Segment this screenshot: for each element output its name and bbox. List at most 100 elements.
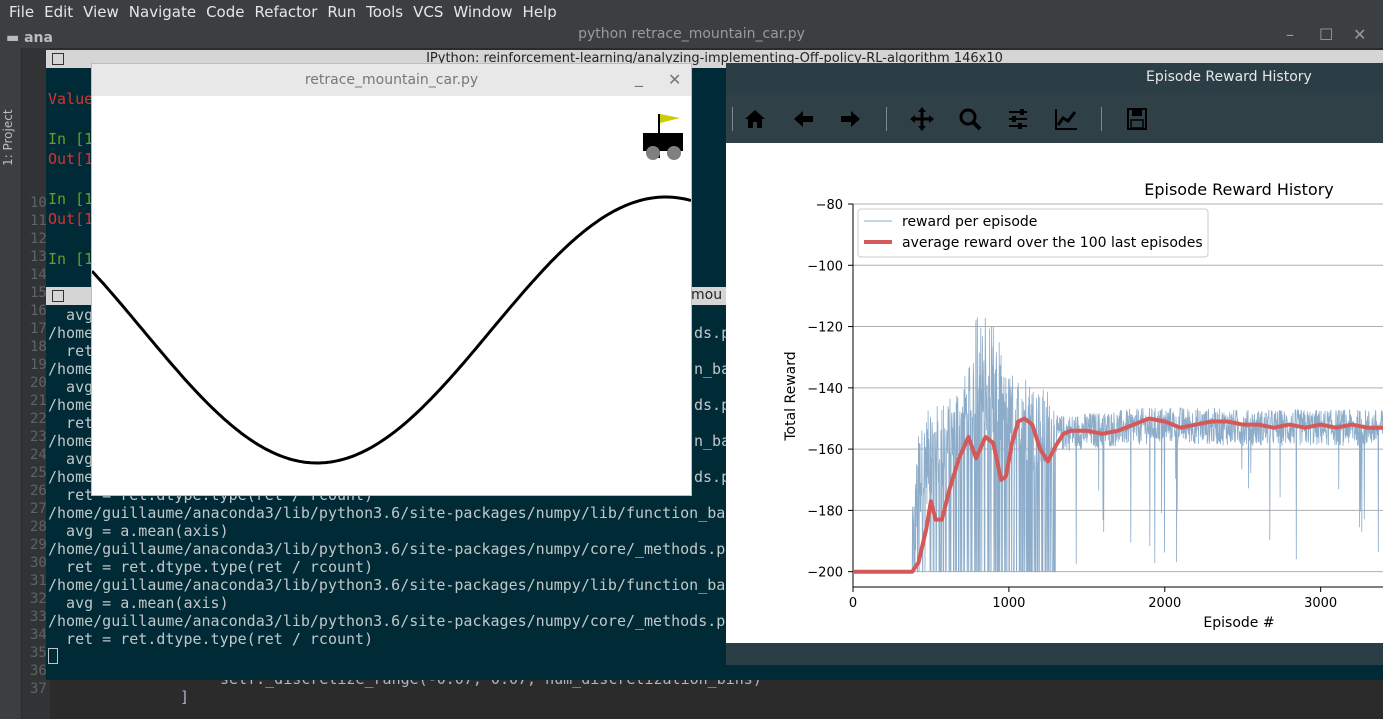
line-number: 10 bbox=[30, 195, 47, 211]
console-output-line: ret bbox=[48, 342, 94, 360]
console-output-line: avg bbox=[48, 306, 94, 324]
reward-chart: Episode Reward History −80 −100 −120 −140 −16… bbox=[783, 180, 1383, 631]
menu-refactor[interactable]: Refactor bbox=[254, 3, 318, 21]
line-number: 16 bbox=[30, 303, 47, 319]
console-title: IPython: reinforcement-learning/analyzin… bbox=[426, 51, 1003, 66]
menu-tools[interactable]: Tools bbox=[366, 3, 404, 21]
line-number: 14 bbox=[30, 267, 47, 283]
line-number: 31 bbox=[30, 573, 47, 589]
back-arrow-icon[interactable] bbox=[786, 103, 820, 135]
console-output-line: /home bbox=[48, 468, 94, 486]
mountain-car-title-bar[interactable]: retrace_mountain_car.py _ ✕ bbox=[92, 64, 691, 96]
chart-title: Episode Reward History bbox=[1144, 180, 1334, 199]
console-output-line: /home/guillaume/anaconda3/lib/python3.6/… bbox=[48, 612, 735, 630]
mountain-car-canvas bbox=[92, 114, 691, 465]
reward-history-window[interactable]: Episode Reward History Episode Reward Hi… bbox=[726, 63, 1383, 643]
menu-help[interactable]: Help bbox=[522, 3, 557, 21]
line-number: 24 bbox=[30, 447, 47, 463]
series-reward-per-episode bbox=[853, 317, 1383, 573]
menu-file[interactable]: File bbox=[9, 3, 35, 21]
minimize-icon[interactable]: _ bbox=[635, 68, 643, 87]
pan-icon[interactable] bbox=[905, 103, 939, 135]
console-output-line: /home bbox=[48, 396, 94, 414]
line-number: 20 bbox=[30, 375, 47, 391]
line-number: 22 bbox=[30, 411, 47, 427]
line-number: 25 bbox=[30, 465, 47, 481]
project-tool-strip[interactable]: 1: Project bbox=[0, 48, 22, 719]
console-output-line: In [1 bbox=[48, 250, 94, 268]
x-tick-label: 3000 bbox=[1304, 596, 1337, 611]
console-output-line: In [1 bbox=[48, 190, 94, 208]
x-tick-label: 0 bbox=[849, 596, 857, 611]
menu-bar: File Edit View Navigate Code Refactor Run Tools… bbox=[0, 0, 1383, 24]
line-number: 30 bbox=[30, 555, 47, 571]
line-number: 34 bbox=[30, 627, 47, 643]
editor-code-line[interactable]: ] bbox=[180, 688, 190, 706]
zoom-icon[interactable] bbox=[953, 103, 987, 135]
y-tick-label: −100 bbox=[807, 259, 843, 274]
save-icon[interactable] bbox=[1120, 103, 1154, 135]
minimize-icon[interactable]: – bbox=[1286, 25, 1294, 44]
close-icon[interactable]: ✕ bbox=[1353, 25, 1367, 44]
menu-window[interactable]: Window bbox=[453, 3, 513, 21]
subplots-icon[interactable] bbox=[1001, 103, 1035, 135]
line-number: 12 bbox=[30, 231, 47, 247]
home-icon[interactable] bbox=[738, 103, 772, 135]
car-icon bbox=[643, 133, 683, 160]
line-number: 28 bbox=[30, 519, 47, 535]
console-output-line: /home/guillaume/anaconda3/lib/python3.6/… bbox=[48, 540, 735, 558]
menu-run[interactable]: Run bbox=[327, 3, 357, 21]
line-number: 37 bbox=[30, 681, 47, 697]
y-tick-label: −140 bbox=[807, 382, 843, 397]
y-tick-label: −160 bbox=[807, 443, 843, 458]
split-icon[interactable] bbox=[52, 290, 64, 302]
menu-edit[interactable]: Edit bbox=[44, 3, 74, 21]
line-number: 32 bbox=[30, 591, 47, 607]
close-icon[interactable]: ✕ bbox=[668, 70, 682, 89]
x-tick-label: 1000 bbox=[992, 596, 1025, 611]
editor-gutter bbox=[22, 48, 50, 719]
console-output-line: ret = ret.dtype.type(ret / rcount) bbox=[48, 558, 374, 576]
console-output-line: /home/guillaume/anaconda3/lib/python3.6/… bbox=[48, 576, 735, 594]
navigation-path[interactable]: ▬ ana bbox=[6, 30, 53, 46]
console-output-line: ret bbox=[48, 414, 94, 432]
console-output-line: /home bbox=[48, 324, 94, 342]
mountain-car-title: retrace_mountain_car.py bbox=[304, 72, 479, 88]
line-number: 23 bbox=[30, 429, 47, 445]
line-number: 29 bbox=[30, 537, 47, 553]
menu-view[interactable]: View bbox=[83, 3, 119, 21]
maximize-icon[interactable]: ☐ bbox=[1319, 25, 1334, 44]
console-output-line: ret = ret.dtype.type(ret / rcount) bbox=[48, 630, 374, 648]
menu-vcs[interactable]: VCS bbox=[413, 3, 444, 21]
split-icon[interactable] bbox=[52, 53, 64, 65]
console-tab[interactable]: mou bbox=[691, 287, 723, 303]
console-output-line: avg = a.mean(axis) bbox=[48, 594, 229, 612]
mountain-curve bbox=[92, 195, 691, 465]
line-number: 19 bbox=[30, 357, 47, 373]
console-output-line: avg bbox=[48, 378, 94, 396]
menu-navigate[interactable]: Navigate bbox=[128, 3, 197, 21]
edit-axis-icon[interactable] bbox=[1049, 103, 1083, 135]
x-tick-label: 2000 bbox=[1148, 596, 1181, 611]
menu-code[interactable]: Code bbox=[206, 3, 245, 21]
reward-history-title: Episode Reward History bbox=[1146, 69, 1312, 85]
line-number: 17 bbox=[30, 321, 47, 337]
console-output-line: Value bbox=[48, 90, 94, 108]
console-output-line: /home bbox=[48, 360, 94, 378]
mountain-car-window[interactable]: retrace_mountain_car.py _ ✕ bbox=[91, 63, 692, 496]
text-cursor[interactable] bbox=[48, 648, 58, 664]
console-output-line: In [1 bbox=[48, 130, 94, 148]
line-number: 11 bbox=[30, 213, 47, 229]
line-number: 15 bbox=[30, 285, 47, 301]
series-average-reward bbox=[853, 416, 1383, 574]
line-number: 36 bbox=[30, 663, 47, 679]
line-number: 27 bbox=[30, 501, 47, 517]
ide-title-bar: python retrace_mountain_car.py – ☐ ✕ bbox=[0, 24, 1383, 48]
line-number: 18 bbox=[30, 339, 47, 355]
folder-icon: ▬ bbox=[6, 30, 25, 46]
reward-history-title-bar[interactable]: Episode Reward History bbox=[726, 63, 1383, 93]
forward-arrow-icon[interactable] bbox=[834, 103, 868, 135]
console-output-line: Out[1 bbox=[48, 150, 94, 168]
line-number: 33 bbox=[30, 609, 47, 625]
project-tool-label[interactable]: 1: Project bbox=[1, 109, 15, 166]
